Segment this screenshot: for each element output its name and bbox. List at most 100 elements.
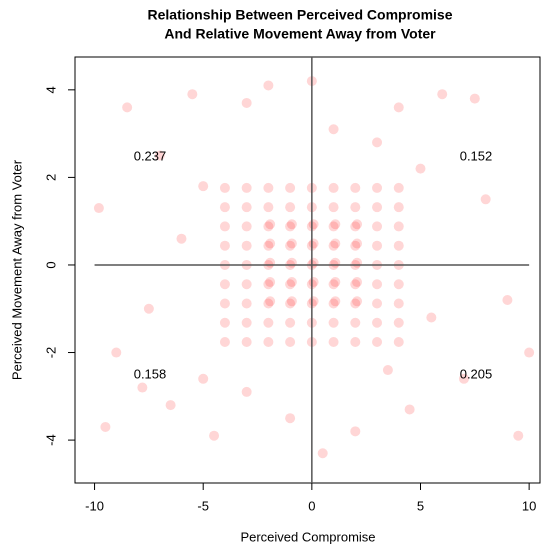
point [350, 182, 361, 193]
point [285, 279, 296, 290]
point [241, 279, 252, 290]
point [122, 102, 133, 113]
point [372, 182, 383, 193]
point [263, 337, 274, 348]
point [350, 298, 361, 309]
point [265, 277, 276, 288]
point [372, 279, 383, 290]
point [198, 181, 209, 192]
point [404, 404, 415, 415]
point [219, 221, 230, 232]
point [352, 257, 363, 268]
point [308, 277, 319, 288]
point [219, 337, 230, 348]
point [219, 202, 230, 213]
point [219, 279, 230, 290]
point [286, 296, 297, 307]
point [241, 97, 252, 108]
point [328, 202, 339, 213]
quadrant-label: 0.158 [134, 366, 167, 381]
point [241, 221, 252, 232]
point [263, 202, 274, 213]
point [393, 202, 404, 213]
point [285, 413, 296, 424]
point [393, 240, 404, 251]
point [393, 317, 404, 328]
point [350, 202, 361, 213]
point [502, 294, 513, 305]
y-tick-label: 0 [43, 261, 58, 268]
x-tick-label: -10 [85, 498, 104, 513]
point [219, 240, 230, 251]
point [372, 202, 383, 213]
point [372, 137, 383, 148]
point [165, 400, 176, 411]
point [328, 317, 339, 328]
point [352, 219, 363, 230]
point [328, 221, 339, 232]
point [350, 221, 361, 232]
point [393, 298, 404, 309]
point [285, 240, 296, 251]
point [265, 219, 276, 230]
y-tick-label: -4 [43, 434, 58, 446]
chart-title: And Relative Movement Away from Voter [164, 26, 436, 42]
point [241, 240, 252, 251]
x-tick-label: 0 [308, 498, 315, 513]
point [352, 238, 363, 249]
point [393, 102, 404, 113]
quadrant-label: 0.152 [460, 148, 493, 163]
point [285, 317, 296, 328]
y-tick-label: 4 [43, 86, 58, 93]
point [308, 257, 319, 268]
point [111, 347, 122, 358]
y-tick-label: 2 [43, 174, 58, 181]
point [286, 219, 297, 230]
point [219, 182, 230, 193]
point [328, 337, 339, 348]
point [241, 337, 252, 348]
point [154, 150, 165, 161]
point [524, 347, 535, 358]
point [263, 182, 274, 193]
point [263, 317, 274, 328]
point [265, 238, 276, 249]
plot-frame [74, 56, 541, 484]
point [198, 373, 209, 384]
point [372, 337, 383, 348]
point [437, 89, 448, 100]
point [263, 298, 274, 309]
point [241, 298, 252, 309]
point [241, 202, 252, 213]
point [350, 240, 361, 251]
point [263, 80, 274, 91]
point [352, 296, 363, 307]
point [382, 365, 393, 376]
point [286, 277, 297, 288]
point [93, 203, 104, 214]
y-tick-label: -2 [43, 347, 58, 359]
point [328, 182, 339, 193]
point [285, 202, 296, 213]
point [393, 337, 404, 348]
point [286, 257, 297, 268]
point [330, 277, 341, 288]
point [100, 421, 111, 432]
point [469, 93, 480, 104]
point [285, 221, 296, 232]
point [330, 238, 341, 249]
quadrant-label: 0.205 [460, 366, 493, 381]
point [308, 296, 319, 307]
point [352, 277, 363, 288]
point [372, 317, 383, 328]
point [330, 296, 341, 307]
point [263, 240, 274, 251]
point [308, 219, 319, 230]
point [328, 279, 339, 290]
point [219, 317, 230, 328]
point [263, 279, 274, 290]
point [328, 298, 339, 309]
y-axis-label: Perceived Movement Away from Voter [9, 159, 24, 380]
point [426, 312, 437, 323]
